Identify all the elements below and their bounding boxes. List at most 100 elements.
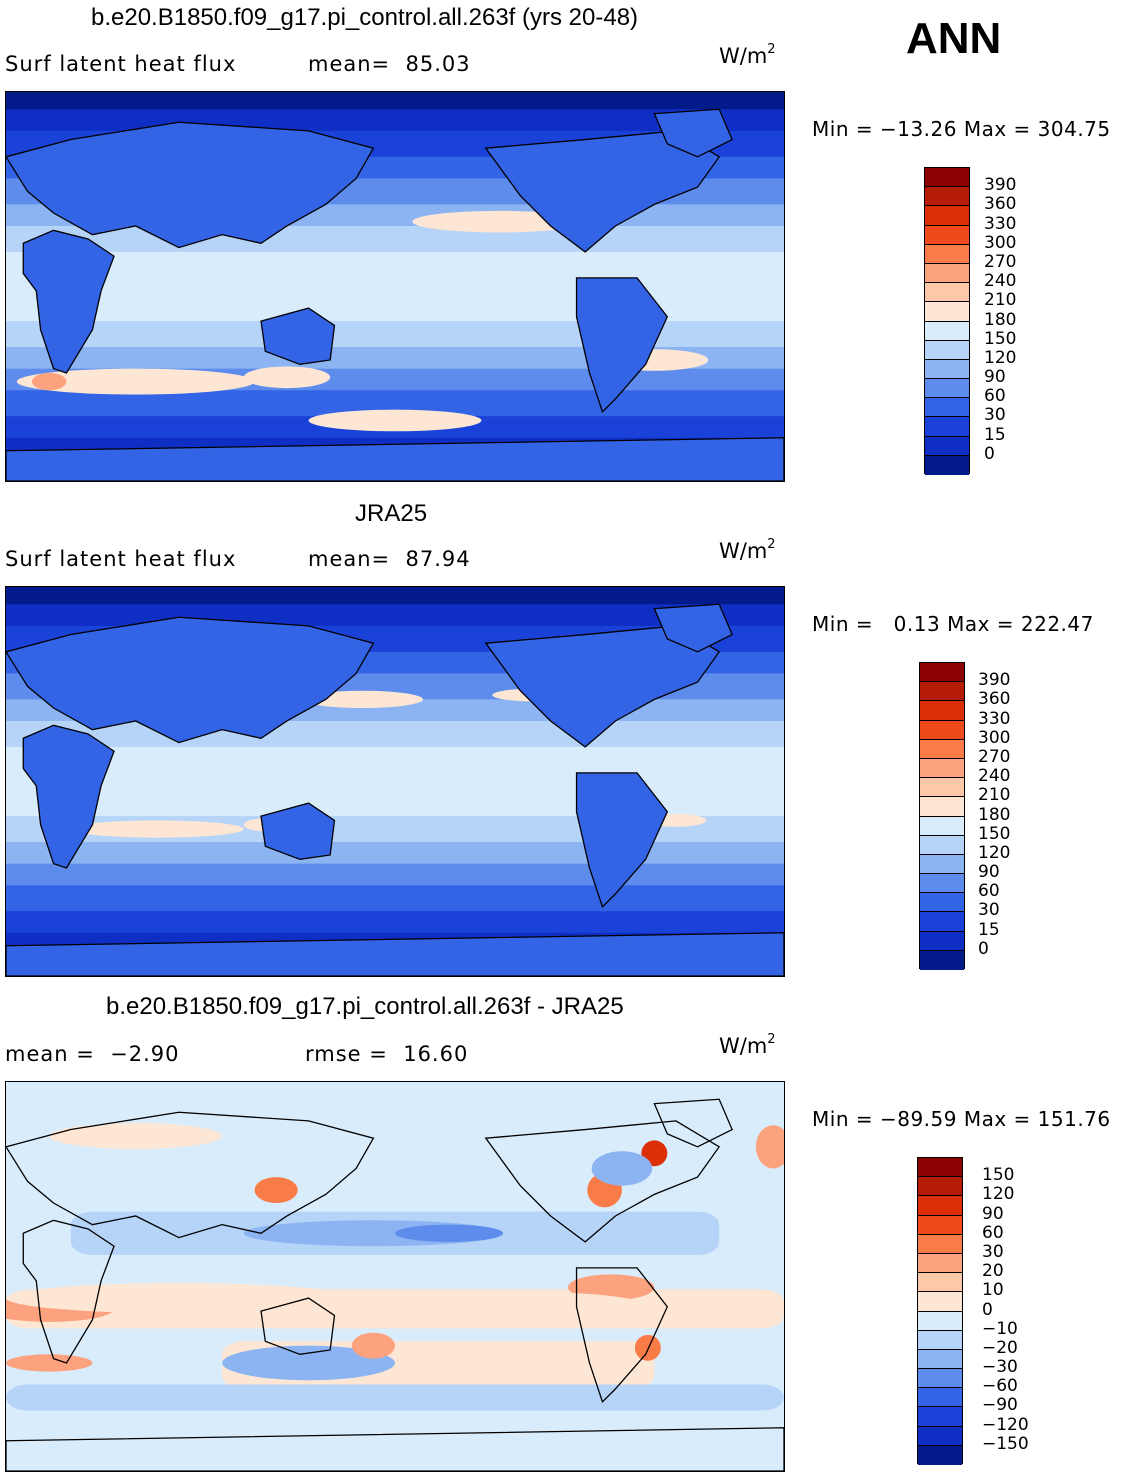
colorbar-swatch [920,816,964,836]
colorbar-tick-label: −30 [982,1357,1018,1378]
colorbar-tick-label: 360 [984,194,1017,215]
colorbar-tick-label: −150 [982,1433,1029,1454]
colorbar-swatch [918,1445,962,1465]
colorbar-ticks: 390 360 330 300 270 240 210 180 150 120 90 60 30 15 0 [984,167,1044,474]
rmse-label: rmse = 16.60 [305,1042,469,1066]
colorbar-tick-label: 270 [978,746,1011,767]
units-label: W/m2 [719,1032,776,1058]
colorbar-swatch [920,874,964,894]
colorbar-tick-label: 150 [978,823,1011,844]
colorbar-tick-label: 150 [982,1165,1015,1186]
mean-label: mean = −2.90 [5,1042,180,1066]
colorbar-tick-label: 300 [978,727,1011,748]
colorbar-tick-label: 120 [982,1184,1015,1205]
colorbar-swatch [925,398,969,418]
colorbar-tick-label: 0 [978,938,989,959]
colorbar-swatch [920,778,964,798]
colorbar-swatch [920,720,964,740]
colorbar-tick-label: 270 [984,251,1017,272]
mean-label: mean= 87.94 [308,547,471,571]
map-plot [5,586,785,977]
colorbar [919,662,965,970]
colorbar-swatch [920,854,964,875]
colorbar-tick-label: 240 [984,271,1017,292]
colorbar-tick-label: 330 [978,708,1011,729]
colorbar-tick-label: 180 [984,309,1017,330]
colorbar-swatch [925,340,969,360]
colorbar-swatch [925,359,969,380]
map-plot [5,1081,785,1472]
colorbar-swatch [925,283,969,303]
colorbar-tick-label: 20 [982,1261,1004,1282]
units-label: W/m2 [719,42,776,68]
colorbar-tick-label: 360 [978,689,1011,710]
colorbar-tick-label: 390 [984,175,1017,196]
units-label: W/m2 [719,537,776,563]
colorbar-tick-label: 90 [978,862,1000,883]
colorbar-tick-label: 90 [984,367,1006,388]
colorbar-swatch [918,1311,962,1331]
colorbar-swatch [920,663,964,683]
colorbar-tick-label: 0 [984,443,995,464]
colorbar-swatch [918,1273,962,1293]
colorbar-swatch [918,1234,962,1254]
colorbar-swatch [925,244,969,264]
colorbar-swatch [920,739,964,759]
colorbar-swatch [918,1158,962,1178]
colorbar-swatch [925,206,969,226]
colorbar-tick-label: 60 [984,386,1006,407]
colorbar-tick-label: 60 [978,881,1000,902]
colorbar-tick-label: −90 [982,1395,1018,1416]
colorbar-swatch [925,187,969,207]
panel-title: JRA25 [355,500,428,527]
colorbar-swatch [920,797,964,817]
colorbar-swatch [925,168,969,188]
colorbar-ticks: 390 360 330 300 270 240 210 180 150 120 90 60 30 15 0 [978,662,1038,969]
colorbar [924,167,970,475]
colorbar-tick-label: 30 [984,405,1006,426]
season-label: ANN [906,14,1002,63]
colorbar-swatch [918,1253,962,1274]
colorbar-swatch [918,1292,962,1312]
colorbar-swatch [918,1349,962,1370]
panel-title: b.e20.B1850.f09_g17.pi_control.all.263f … [91,4,639,31]
colorbar-swatch [918,1215,962,1235]
colorbar-swatch [925,436,969,456]
colorbar-swatch [925,302,969,322]
colorbar-tick-label: 210 [978,785,1011,806]
colorbar-tick-label: 210 [984,290,1017,311]
variable-label: Surf latent heat flux [5,52,237,76]
colorbar-swatch [918,1330,962,1350]
colorbar-swatch [920,950,964,970]
colorbar-tick-label: 180 [978,804,1011,825]
colorbar-tick-label: 120 [984,347,1017,368]
colorbar-tick-label: 0 [982,1299,993,1320]
map-plot [5,91,785,482]
colorbar-tick-label: 90 [982,1203,1004,1224]
colorbar-swatch [918,1369,962,1389]
variable-label: Surf latent heat flux [5,547,237,571]
colorbar-swatch [920,758,964,779]
colorbar-swatch [920,701,964,721]
colorbar-swatch [918,1388,962,1408]
colorbar-swatch [925,225,969,245]
colorbar-tick-label: 30 [978,900,1000,921]
colorbar-tick-label: −10 [982,1318,1018,1339]
colorbar-swatch [925,321,969,341]
min-max-label: Min = 0.13 Max = 222.47 [812,612,1094,636]
colorbar-tick-label: 330 [984,213,1017,234]
colorbar-tick-label: 15 [984,424,1006,445]
colorbar-tick-label: 60 [982,1222,1004,1243]
colorbar-swatch [920,835,964,855]
colorbar-swatch [920,893,964,913]
min-max-label: Min = −13.26 Max = 304.75 [812,117,1111,141]
colorbar-swatch [925,263,969,284]
colorbar-swatch [925,417,969,437]
colorbar-swatch [920,682,964,702]
colorbar-tick-label: 390 [978,670,1011,691]
colorbar-tick-label: −120 [982,1414,1029,1435]
colorbar-tick-label: −20 [982,1337,1018,1358]
colorbar-tick-label: 15 [978,919,1000,940]
min-max-label: Min = −89.59 Max = 151.76 [812,1107,1111,1131]
panel-title: b.e20.B1850.f09_g17.pi_control.all.263f … [106,993,624,1020]
